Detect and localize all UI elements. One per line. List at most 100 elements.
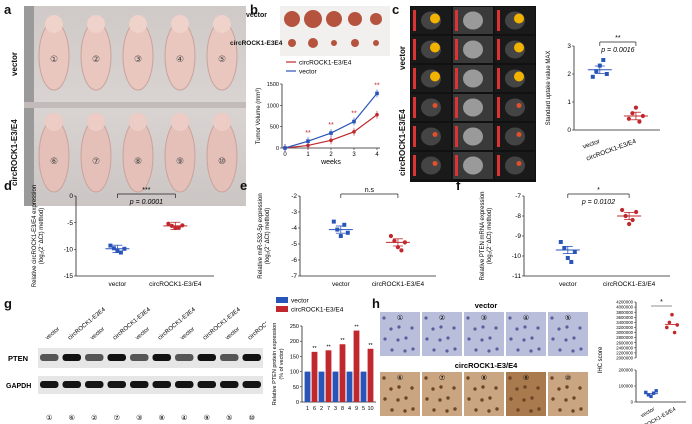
- x-tick-label: 1: [306, 406, 309, 412]
- panel-a-group-bottom: circROCK1-E3/E4: [10, 119, 19, 186]
- ihc-nucleus: [397, 385, 401, 389]
- ihc-nucleus: [557, 387, 561, 391]
- data-point: [329, 138, 333, 143]
- ihc-nucleus: [390, 348, 394, 352]
- data-point: [672, 330, 677, 335]
- y-tick-label: 2: [567, 71, 571, 78]
- ihc-id: ⑨: [523, 375, 529, 382]
- ihc-nucleus: [550, 316, 554, 320]
- chart-f: -11 -10 -9 -8 -7 vector circROCK1-E3/E4 * p = 0.…: [480, 187, 670, 288]
- significance-mark: **: [340, 338, 345, 344]
- data-point: [352, 119, 356, 124]
- data-point: [352, 129, 356, 134]
- ihc-nucleus: [578, 326, 582, 330]
- pet-scalebar: [455, 155, 458, 176]
- ihc-nucleus: [439, 325, 443, 329]
- mouse-head: [45, 113, 63, 131]
- ihc-nucleus: [564, 338, 568, 342]
- y-tick-label: -15: [64, 273, 74, 280]
- ihc-nucleus: [565, 325, 569, 329]
- gapdh-band: [175, 381, 194, 388]
- ihc-nucleus: [431, 387, 435, 391]
- ihc-nucleus: [564, 398, 568, 402]
- ihc-nucleus: [438, 338, 442, 342]
- lane-id: ⑧: [159, 414, 165, 422]
- data-point: [667, 320, 672, 325]
- gapdh-band: [62, 381, 81, 388]
- y-tick-label: -3: [291, 209, 297, 216]
- x-tick-label: 3: [334, 406, 337, 412]
- mice-photo-drawing: ① ② ③ ④ ⑤ ⑥ ⑦ ⑧ ⑨ ⑩: [24, 6, 246, 206]
- data-point: [388, 233, 394, 239]
- x-category-label: circROCK1-E3/E4: [149, 281, 202, 288]
- mouse-id: ⑧: [134, 156, 142, 166]
- y-tick-label: -5: [67, 220, 73, 227]
- ihc-nucleus: [495, 407, 499, 411]
- pet-body: [421, 98, 441, 117]
- ihc-nucleus: [445, 409, 449, 413]
- pet-body: [505, 127, 525, 146]
- x-tick-label: 0: [283, 152, 287, 158]
- mouse-id: ⑩: [218, 156, 226, 166]
- gapdh-band: [40, 381, 59, 388]
- y-tick-label: 2800000: [616, 335, 633, 340]
- lane-label: circROCK1-E3E4: [112, 307, 152, 342]
- data-point: [594, 69, 599, 74]
- x-tick-label: 3: [352, 152, 356, 158]
- pet-scalebar: [455, 10, 458, 31]
- lane-id: ⑨: [204, 415, 210, 422]
- mouse-head: [171, 15, 189, 33]
- pet-body: [463, 11, 483, 30]
- y-tick-label: 0: [296, 400, 299, 406]
- blot-strip-gapdh: [38, 376, 263, 394]
- data-point: [569, 260, 574, 264]
- mice-photo: ① ② ③ ④ ⑤ ⑥ ⑦ ⑧ ⑨ ⑩: [24, 6, 246, 206]
- pet-scalebar: [413, 39, 416, 60]
- pet-hotspot: [432, 161, 438, 166]
- gapdh-band: [107, 381, 126, 388]
- tumor: [351, 39, 359, 47]
- data-point: [375, 112, 379, 117]
- data-point: [649, 394, 653, 399]
- y-tick-label: -7: [515, 193, 521, 200]
- tumor: [370, 13, 382, 25]
- tumor-photo-label-top: vector: [246, 12, 268, 19]
- ihc-id: ⑤: [565, 314, 571, 322]
- ihc-nucleus: [572, 396, 576, 400]
- y-axis-label: Relative miR-532-5p expression(log₂(2⁻ΔC…: [258, 193, 271, 278]
- lane-label: vector: [45, 326, 61, 341]
- pet-scalebar: [497, 10, 500, 31]
- y-tick-label: 1000: [267, 103, 279, 109]
- y-axis-label: Relative PTEN mRNA expression(log₂(2⁻ΔCt…: [480, 191, 493, 280]
- pet-images: [410, 6, 536, 182]
- bar: [367, 348, 374, 402]
- gapdh-band: [197, 381, 216, 388]
- ihc-nucleus: [382, 376, 386, 380]
- data-point: [640, 113, 646, 119]
- chart-e: -7 -6 -5 -4 -3 -2 vector circROCK1-E3/E4 n.s Rela…: [258, 187, 436, 288]
- bar: [311, 351, 318, 402]
- lane-id: ④: [181, 414, 187, 422]
- pten-band: [152, 354, 171, 361]
- gapdh-band: [152, 381, 171, 388]
- significance-mark: **: [312, 346, 317, 352]
- pet-hotspot: [430, 42, 440, 53]
- y-tick-label: -10: [512, 253, 522, 260]
- y-tick-label: 0: [631, 400, 634, 405]
- data-point: [169, 223, 174, 228]
- ihc-nucleus: [403, 349, 407, 353]
- p-value: p = 0.0102: [581, 199, 615, 206]
- ihc-nucleus: [452, 326, 456, 330]
- data-point: [118, 250, 123, 255]
- pet-scalebar: [413, 126, 416, 147]
- ihc-nucleus: [474, 408, 478, 412]
- ihc-id: ⑥: [397, 374, 403, 382]
- x-tick-label: 6: [313, 406, 316, 412]
- lane-label: vector: [180, 326, 196, 341]
- ihc-nucleus: [579, 347, 583, 351]
- x-tick-label: 1: [306, 152, 310, 158]
- ihc-nucleus: [550, 376, 554, 380]
- lane-label: vector: [135, 326, 151, 341]
- gapdh-band: [242, 381, 261, 388]
- x-category-label: vector: [559, 281, 578, 288]
